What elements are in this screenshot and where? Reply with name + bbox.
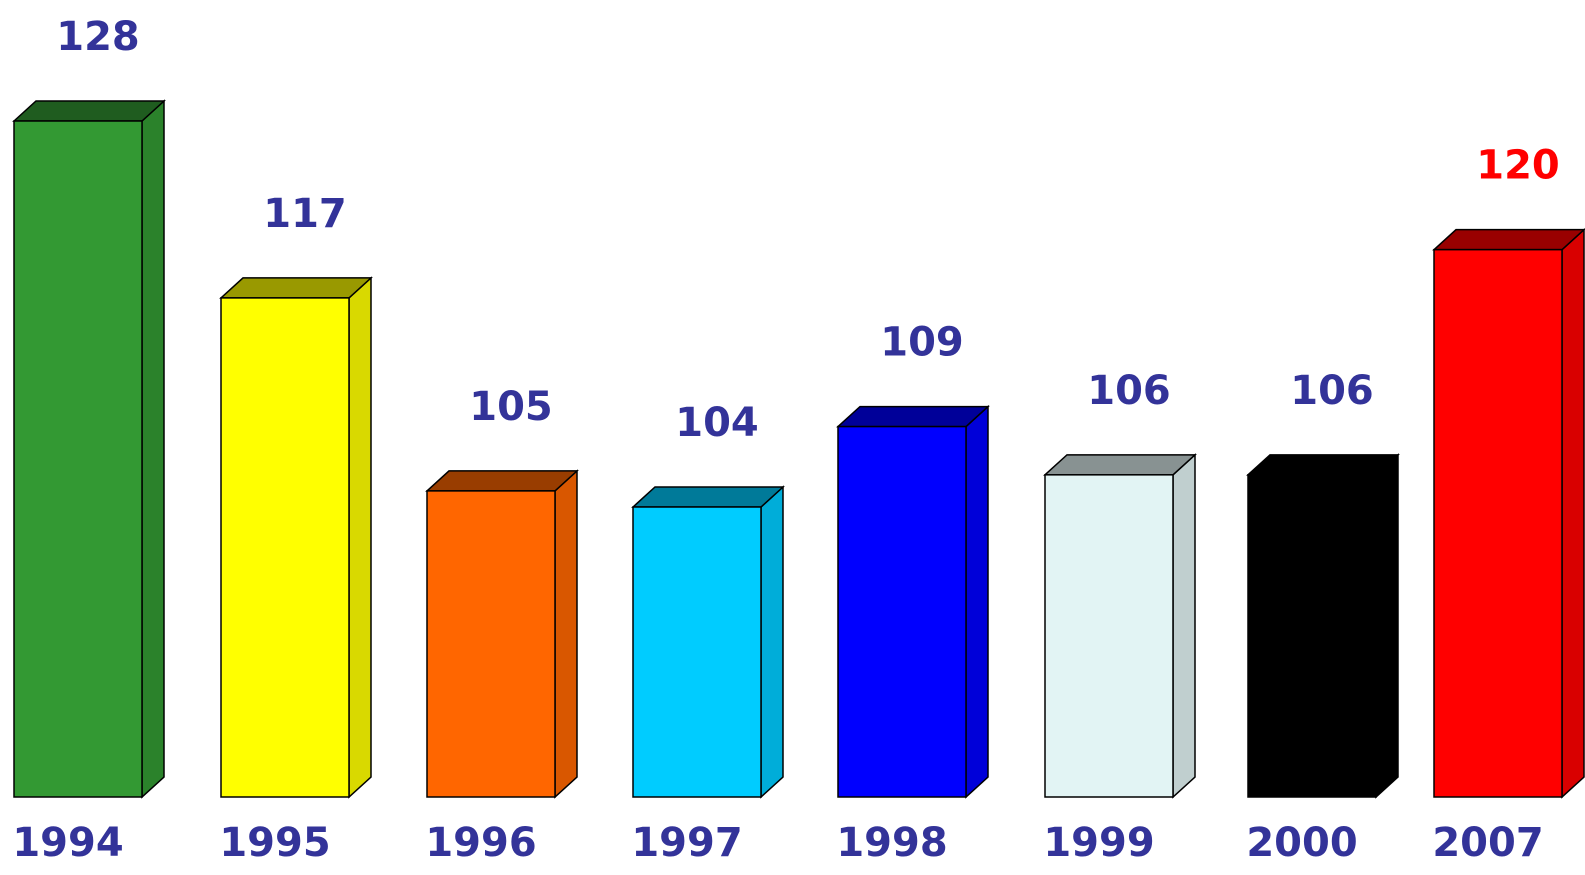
bar-top [1432,228,1585,251]
x-tick-label: 1994 [12,820,123,866]
value-label: 120 [1476,143,1560,189]
bar [1044,474,1174,798]
bar [426,490,556,798]
value-label: 117 [263,191,347,237]
value-label: 104 [675,400,759,446]
bar-side [554,469,578,799]
bar-side [760,485,784,799]
bar [1433,248,1563,798]
value-label: 106 [1290,368,1374,414]
bar [13,120,143,798]
bar [632,506,762,798]
value-label: 106 [1087,368,1171,414]
x-tick-label: 1999 [1043,820,1154,866]
bar-top [631,486,785,508]
value-label: 128 [56,14,140,60]
x-tick-label: 1996 [425,820,536,866]
x-tick-label: 2007 [1432,820,1543,866]
x-tick-label: 1997 [631,820,742,866]
bar-top [219,277,373,299]
bar-side [1561,227,1585,799]
value-label: 109 [880,320,964,366]
bar-top [425,470,579,492]
x-tick-label: 2000 [1246,820,1357,866]
bar [837,425,967,798]
bar [220,297,350,798]
bar-top [1043,454,1197,476]
x-tick-label: 1998 [836,820,947,866]
bar-top [836,405,990,428]
bar-side [348,276,372,799]
bar-side [1375,453,1399,799]
bar-side [965,404,989,799]
value-label: 105 [469,384,553,430]
bar-top [12,100,166,122]
bar-side [141,99,165,799]
bar-side [1172,453,1196,799]
x-tick-label: 1995 [219,820,330,866]
bar [1247,474,1377,798]
bar-top [1246,454,1400,476]
